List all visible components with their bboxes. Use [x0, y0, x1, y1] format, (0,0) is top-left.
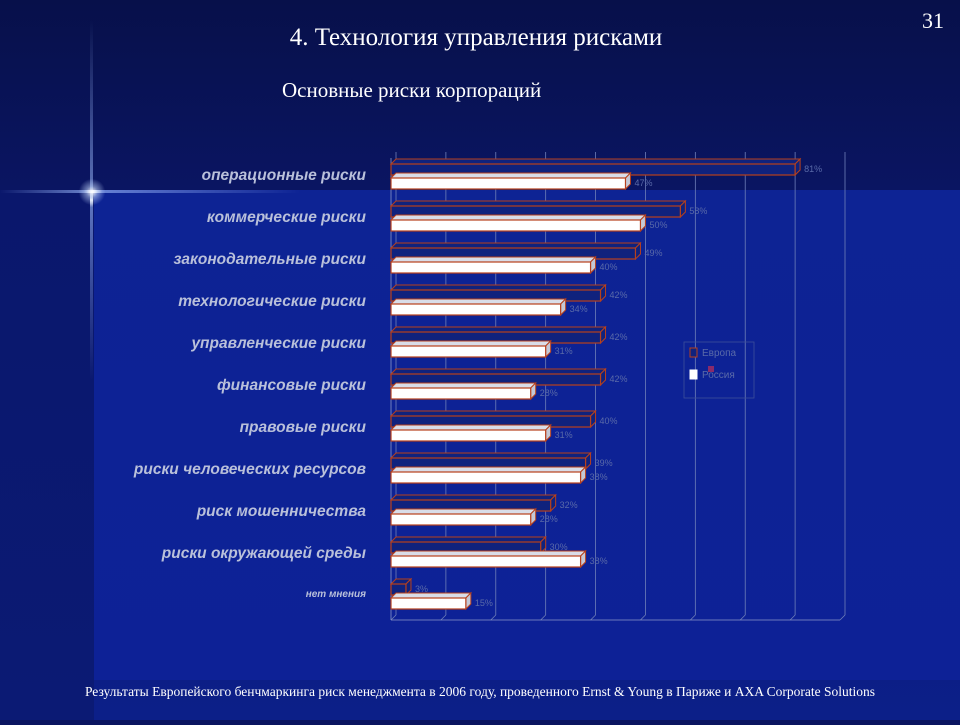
bar-russia [390, 513, 532, 526]
legend-label: Европа [702, 348, 737, 359]
bar-russia [390, 471, 582, 484]
legend-marker [708, 366, 714, 372]
bar-top-face [389, 326, 607, 333]
bar-top-face [389, 298, 567, 305]
legend-box [683, 341, 755, 399]
category-label: законодательные риски [173, 251, 366, 268]
data-label: 38% [590, 472, 608, 482]
data-label: 31% [555, 430, 573, 440]
bar-top-face [389, 368, 607, 375]
data-label: 40% [600, 416, 618, 426]
bar-top-face [389, 284, 607, 291]
data-label: 31% [555, 346, 573, 356]
category-label: риск мошенничества [196, 503, 367, 520]
data-label: 28% [540, 514, 558, 524]
bar-top-face [389, 550, 587, 557]
legend-swatch [689, 369, 698, 380]
data-label: 28% [540, 388, 558, 398]
data-label: 15% [475, 598, 493, 608]
data-label: 58% [689, 206, 707, 216]
bar-top-face [389, 508, 537, 515]
data-label: 47% [634, 178, 652, 188]
bar-russia [390, 261, 592, 274]
bar-top-face [389, 424, 552, 431]
bar-top-face [389, 382, 537, 389]
data-label: 3% [415, 584, 428, 594]
gridline-floor [789, 614, 796, 621]
bar-russia [390, 303, 562, 316]
data-label: 40% [600, 262, 618, 272]
bar-russia [390, 177, 627, 190]
light-flare-core [78, 179, 106, 205]
legend-label: Россия [702, 370, 735, 381]
data-label: 30% [550, 542, 568, 552]
data-label: 42% [610, 374, 628, 384]
bar-top-face [389, 494, 557, 501]
gridline-floor [839, 614, 846, 621]
gridline-floor [640, 614, 646, 621]
slide-title: 4. Технология управления рисками [0, 24, 960, 52]
bar-top-face [389, 410, 597, 417]
data-label: 81% [804, 164, 822, 174]
data-label: 42% [610, 332, 628, 342]
bar-russia [390, 345, 547, 358]
gridline-floor [690, 614, 696, 621]
data-label: 42% [610, 290, 628, 300]
bar-top-face [389, 158, 802, 165]
bar-top-face [389, 214, 647, 221]
data-label: 38% [590, 556, 608, 566]
bar-russia [390, 429, 547, 442]
bar-top-face [389, 452, 592, 459]
bar-top-face [389, 172, 632, 179]
data-label: 32% [560, 500, 578, 510]
gridline-floor [590, 614, 596, 621]
data-label: 49% [644, 248, 662, 258]
slide-number: 31 [922, 8, 944, 33]
background-left-panel [0, 190, 94, 720]
bar-russia [390, 597, 467, 610]
bar-russia [390, 219, 642, 232]
gridline-floor [540, 614, 546, 621]
category-label: управленческие риски [190, 335, 366, 352]
category-label: операционные риски [202, 167, 367, 184]
gridline-floor [390, 614, 397, 621]
gridline-floor [440, 614, 447, 621]
category-label: коммерческие риски [207, 209, 367, 226]
category-label: правовые риски [240, 419, 367, 436]
category-label: риски окружающей среды [161, 545, 366, 562]
bar-top-face [389, 200, 687, 207]
data-label: 50% [649, 220, 667, 230]
gridline-floor [739, 614, 746, 621]
bar-top-face [389, 466, 587, 473]
slide-subtitle: Основные риски корпораций [282, 78, 542, 102]
data-label: 34% [570, 304, 588, 314]
category-label: технологические риски [178, 293, 366, 310]
bar-top-face [389, 242, 642, 249]
category-label: риски человеческих ресурсов [133, 461, 366, 478]
category-label: финансовые риски [217, 377, 367, 394]
bar-top-face [389, 592, 473, 599]
category-label: нет мнения [306, 589, 366, 600]
legend-swatch [689, 347, 698, 358]
slide-title-text: 4. Технология управления рисками [289, 24, 663, 51]
bar-top-face [389, 340, 552, 347]
light-flare-horizontal [0, 190, 300, 193]
bar-russia [390, 387, 532, 400]
data-label: 39% [595, 458, 613, 468]
bar-top-face [389, 536, 547, 543]
footer-source-note: Результаты Европейского бенчмаркинга рис… [84, 684, 876, 699]
background-top-panel [0, 0, 960, 190]
bar-russia [390, 555, 582, 568]
bar-top-face [389, 256, 597, 263]
gridline-floor [490, 614, 497, 621]
